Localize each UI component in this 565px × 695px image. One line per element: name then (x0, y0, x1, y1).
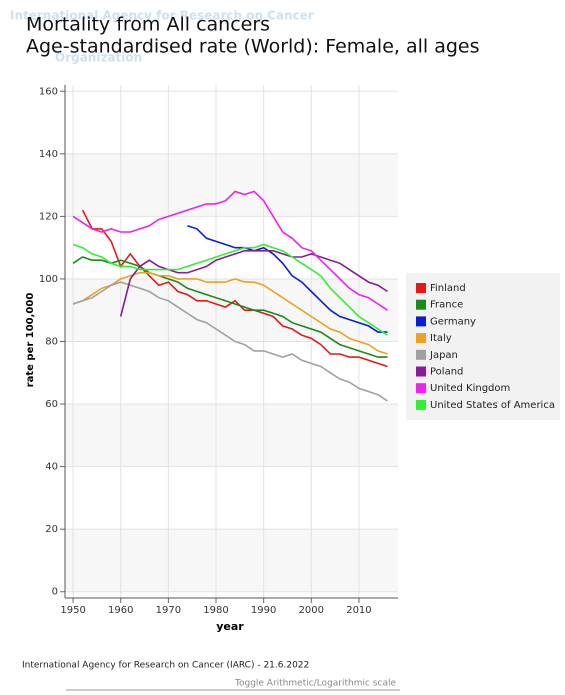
x-tick-label: 2000 (299, 605, 324, 616)
legend-swatch (416, 333, 426, 344)
watermark: International Agency for Research on Can… (10, 9, 314, 23)
y-tick-label: 120 (39, 211, 58, 222)
y-axis-label: rate per 100,000 (25, 293, 36, 388)
x-tick-label: 1960 (108, 605, 133, 616)
y-tick-label: 40 (45, 462, 58, 473)
series-line (119, 250, 388, 317)
chart-subtitle: Age-standardised rate (World): Female, a… (26, 36, 480, 58)
legend-box (406, 273, 560, 420)
x-tick-label: 1980 (203, 605, 228, 616)
x-tick-label: 1950 (60, 605, 85, 616)
y-tick-label: 0 (52, 587, 58, 598)
x-axis-label: year (216, 620, 244, 633)
legend-label: Italy (430, 333, 452, 344)
y-tick-label: 160 (39, 86, 58, 97)
series-line (72, 190, 388, 311)
y-tick-label: 80 (45, 337, 58, 348)
legend-swatch (416, 316, 426, 327)
scale-toggle[interactable]: Toggle Arithmetic/Logarithmic scale (234, 679, 396, 689)
series-line (72, 256, 388, 358)
series-line (81, 209, 388, 368)
series-line (72, 281, 388, 402)
x-tick-label: 1990 (251, 605, 276, 616)
series-line (72, 271, 388, 355)
series-line (187, 225, 388, 333)
legend-label: Germany (430, 316, 476, 327)
legend-label: United States of America (430, 400, 555, 411)
legend-swatch (416, 349, 426, 360)
legend-label: France (430, 300, 463, 311)
legend-label: Japan (429, 350, 458, 361)
chart-title: Mortality from All cancers (26, 14, 270, 36)
legend-swatch (416, 383, 426, 394)
band (65, 404, 398, 467)
y-tick-label: 60 (45, 399, 58, 410)
y-tick-label: 20 (45, 524, 58, 535)
band (65, 529, 398, 592)
x-tick-label: 2010 (346, 605, 371, 616)
watermark: Organization (55, 51, 142, 65)
legend-label: United Kingdom (430, 383, 510, 394)
band (65, 278, 398, 342)
legend-swatch (416, 399, 426, 410)
x-tick-label: 1970 (156, 605, 181, 616)
series-line (72, 243, 388, 336)
legend-swatch (416, 283, 426, 293)
footer-source: International Agency for Research on Can… (22, 661, 309, 671)
y-tick-label: 100 (39, 274, 58, 285)
legend-label: Finland (430, 283, 466, 294)
legend-swatch (416, 299, 426, 310)
y-tick-label: 140 (39, 149, 58, 160)
band (65, 153, 398, 217)
legend-swatch (416, 366, 426, 377)
legend-label: Poland (430, 367, 463, 378)
